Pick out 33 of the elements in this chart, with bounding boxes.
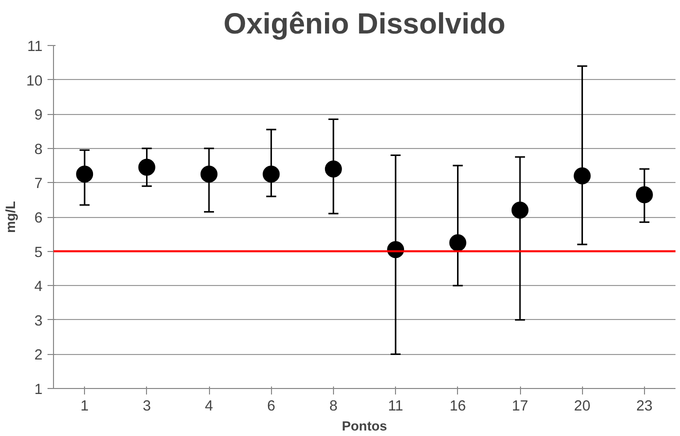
x-axis-title: Pontos [342,418,388,434]
y-tick-label: 10 [26,73,43,90]
x-tick-label: 23 [636,398,653,414]
point [574,167,591,184]
y-tick-label: 8 [34,142,43,158]
y-tick-label: 2 [34,348,43,364]
x-tick-label: 20 [574,398,590,414]
x-tick-label: 6 [267,398,276,414]
y-tick-label: 11 [27,39,43,55]
y-tick-label: 5 [34,244,43,261]
point [512,202,528,219]
x-tick-label: 3 [142,398,151,414]
x-tick-label: 11 [388,398,404,414]
x-tick-label: 4 [204,398,214,414]
y-tick-label: 3 [34,313,43,330]
point [324,160,342,178]
y-tick-label: 6 [34,210,43,226]
point [449,234,466,252]
y-tick-label: 9 [34,108,43,124]
chart-title: Oxigênio Dissolvido [224,8,506,40]
point [200,166,218,183]
point [262,166,280,183]
point [76,166,94,183]
y-tick-label: 7 [34,176,43,192]
x-tick-label: 1 [80,398,89,414]
point [636,186,653,204]
x-tick-label: 17 [512,398,528,414]
x-tick-label: 8 [329,398,338,414]
y-axis-title: mg/L [3,201,18,233]
y-tick-label: 4 [34,279,43,296]
point [138,158,156,176]
x-tick-label: 16 [450,398,466,414]
y-tick-label: 1 [34,382,43,398]
